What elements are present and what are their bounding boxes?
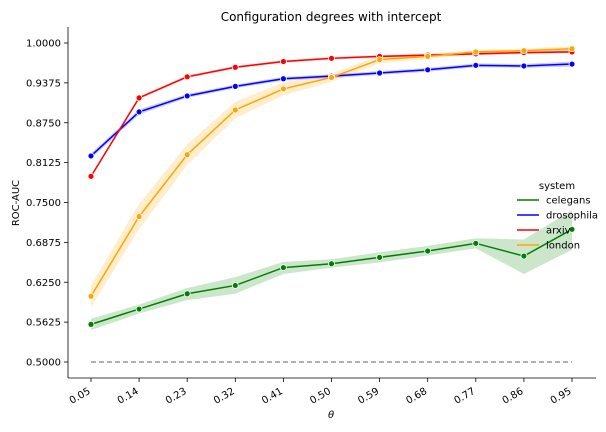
data-point-drosophila	[135, 108, 143, 116]
y-ticks: 0.5000 0.5625 0.6250 0.6875 0.7500 0.8125 0.87…	[26, 39, 68, 369]
legend: system celegans drosophila arxiv london	[517, 181, 598, 252]
legend-label-celegans: celegans	[546, 196, 591, 207]
x-tick-label: 0.59	[356, 386, 381, 407]
data-point-london	[183, 151, 191, 159]
data-point-celegans	[135, 305, 143, 313]
markers-layer	[87, 45, 576, 328]
legend-label-arxiv: arxiv	[546, 226, 571, 237]
x-tick-label: 0.41	[260, 386, 285, 407]
y-tick-label: 0.6250	[26, 278, 61, 289]
data-point-london	[472, 48, 480, 56]
chart-title: Configuration degrees with intercept	[221, 10, 442, 24]
series-line-arxiv	[90, 51, 573, 177]
data-point-celegans	[472, 239, 480, 247]
data-point-drosophila	[183, 92, 191, 100]
y-tick-label: 0.8750	[26, 118, 61, 129]
data-point-arxiv	[328, 54, 335, 62]
data-point-drosophila	[87, 152, 95, 160]
y-tick-label: 0.9375	[26, 78, 61, 89]
data-point-london	[424, 52, 432, 60]
data-point-celegans	[279, 264, 287, 271]
lines-layer	[90, 47, 573, 326]
data-point-celegans	[568, 225, 576, 233]
y-tick-label: 0.5000	[26, 358, 61, 369]
data-point-celegans	[87, 320, 95, 328]
data-point-drosophila	[568, 60, 576, 68]
bands-layer	[91, 46, 572, 331]
x-tick-label: 0.14	[116, 386, 141, 407]
legend-label-drosophila: drosophila	[546, 211, 598, 222]
data-point-celegans	[328, 260, 335, 268]
data-point-drosophila	[279, 75, 287, 83]
x-axis-title: θ	[328, 410, 334, 421]
x-tick-label: 0.32	[212, 386, 237, 407]
data-point-arxiv	[183, 73, 191, 81]
legend-label-london: london	[546, 241, 580, 252]
confidence-band-london	[91, 46, 572, 308]
data-point-arxiv	[279, 58, 287, 65]
y-tick-label: 0.7500	[26, 198, 61, 209]
data-point-arxiv	[231, 63, 239, 71]
x-tick-label: 0.77	[453, 386, 478, 407]
data-point-drosophila	[472, 61, 480, 69]
data-point-london	[568, 45, 576, 53]
legend-title: system	[539, 181, 575, 192]
data-point-london	[231, 106, 239, 114]
data-point-london	[279, 85, 287, 93]
confidence-band-arxiv	[91, 50, 572, 178]
x-tick-label: 0.50	[308, 386, 333, 407]
x-tick-label: 0.23	[164, 386, 189, 407]
data-point-celegans	[520, 252, 528, 260]
y-axis-title: ROC-AUC	[11, 180, 22, 226]
x-tick-label: 0.05	[68, 386, 93, 407]
data-point-celegans	[424, 247, 432, 255]
data-point-drosophila	[376, 69, 384, 77]
data-point-drosophila	[231, 82, 239, 90]
data-point-drosophila	[424, 66, 432, 74]
data-point-arxiv	[135, 94, 143, 102]
data-point-arxiv	[87, 172, 95, 180]
x-tick-label: 0.95	[549, 386, 574, 407]
data-point-london	[87, 292, 95, 300]
data-point-london	[520, 47, 528, 55]
data-point-celegans	[231, 282, 239, 289]
x-tick-label: 0.86	[501, 386, 526, 407]
x-tick-label: 0.68	[404, 386, 429, 407]
data-point-london	[328, 74, 335, 81]
x-ticks: 0.05 0.14 0.23 0.32 0.41 0.50 0.59 0.68 0.77 0.86…	[68, 378, 574, 407]
y-tick-label: 1.0000	[26, 39, 61, 50]
data-point-celegans	[376, 253, 384, 261]
y-tick-label: 0.8125	[26, 158, 61, 169]
y-tick-label: 0.6875	[26, 238, 61, 249]
data-point-celegans	[183, 290, 191, 298]
y-tick-label: 0.5625	[26, 318, 61, 329]
data-point-drosophila	[520, 62, 528, 70]
confidence-band-celegans	[91, 210, 572, 331]
data-point-london	[376, 56, 384, 63]
data-point-london	[135, 213, 143, 220]
